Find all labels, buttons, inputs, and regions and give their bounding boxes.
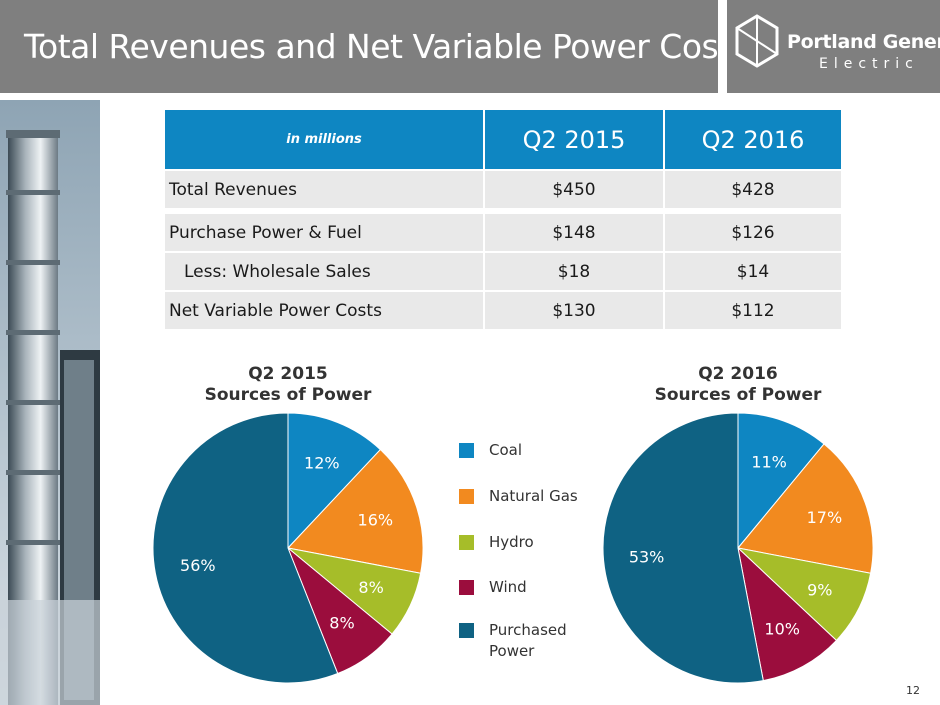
table-row: Net Variable Power Costs $130 $112 — [165, 292, 841, 329]
pie-label-natural-gas: 16% — [358, 511, 394, 530]
table-header: in millions Q2 2015 Q2 2016 — [165, 110, 841, 169]
page-number: 12 — [906, 684, 920, 697]
pie-chart-2015: 12% 16% 8%8% 56% — [152, 412, 424, 684]
header-q2-2016: Q2 2016 — [665, 110, 841, 169]
header-units: in millions — [165, 110, 483, 169]
row-value-2016: $126 — [665, 214, 841, 251]
pie-label-natural-gas: 17% — [807, 508, 843, 527]
pie-label-coal: 11% — [751, 453, 787, 472]
pie-slice-natural-gas — [737, 443, 874, 574]
row-label: Less: Wholesale Sales — [165, 253, 483, 290]
legend-item-coal: Coal — [459, 441, 523, 461]
power-plant-photo — [0, 100, 100, 705]
table-row: Total Revenues $450 $428 — [165, 171, 841, 208]
logo-emblem-icon — [735, 14, 779, 68]
logo-name: Portland General — [787, 31, 940, 53]
pie-slice-purchased-power — [602, 412, 764, 684]
legend-item-wind: Wind — [459, 578, 527, 598]
legend-swatch — [459, 623, 474, 638]
chart-title-2015: Q2 2015 Sources of Power — [168, 364, 408, 406]
legend-swatch — [459, 443, 474, 458]
legend-swatch — [459, 489, 474, 504]
header-q2-2015: Q2 2015 — [485, 110, 663, 169]
row-label: Purchase Power & Fuel — [165, 214, 483, 251]
row-value-2016: $428 — [665, 171, 841, 208]
row-label: Total Revenues — [165, 171, 483, 208]
legend-label: Natural Gas — [489, 487, 578, 505]
pie-slice-coal — [737, 412, 825, 550]
legend-label: Wind — [489, 578, 527, 596]
pie-label-purchased-power: 56% — [180, 556, 216, 575]
table-row: Purchase Power & Fuel $148 $126 — [165, 214, 841, 251]
table-row: Less: Wholesale Sales $18 $14 — [165, 253, 841, 290]
legend-swatch — [459, 535, 474, 550]
slide-title: Total Revenues and Net Variable Power Co… — [24, 27, 748, 66]
chart-title-period: Q2 2016 — [698, 364, 778, 384]
chart-title-period: Q2 2015 — [248, 364, 328, 384]
legend-label: Hydro — [489, 533, 534, 551]
pie-label-hydro: 8% — [358, 578, 383, 597]
logo-subtitle: Electric — [819, 56, 919, 72]
legend-label: Coal — [489, 441, 523, 459]
legend-swatch — [459, 580, 474, 595]
smokestack-illustration — [0, 100, 100, 705]
pie-chart-2016: 11% 17% 9% 10% 53% — [602, 412, 874, 684]
title-bar: Total Revenues and Net Variable Power Co… — [0, 0, 748, 93]
pie-slice-natural-gas — [287, 448, 424, 574]
row-value-2015: $450 — [485, 171, 663, 208]
row-value-2015: $130 — [485, 292, 663, 329]
revenue-table: in millions Q2 2015 Q2 2016 Total Revenu… — [165, 110, 841, 329]
pie-label-hydro: 9% — [807, 581, 832, 600]
chart-title-subtitle: Sources of Power — [654, 385, 822, 405]
row-value-2015: $18 — [485, 253, 663, 290]
pie-label-wind: 10% — [764, 619, 800, 638]
pie-label-coal: 12% — [304, 454, 340, 473]
company-logo: Portland General Electric — [727, 0, 940, 93]
row-value-2016: $112 — [665, 292, 841, 329]
row-value-2016: $14 — [665, 253, 841, 290]
legend-item-natural-gas: Natural Gas — [459, 487, 578, 507]
pie-label-purchased-power: 53% — [629, 548, 665, 567]
legend-label: Purchased Power — [489, 621, 567, 660]
pie-label-wind: 8% — [329, 613, 354, 632]
legend-item-purchased-power: Purchased Power — [459, 621, 579, 662]
chart-title-subtitle: Sources of Power — [204, 385, 372, 405]
pie-slice-coal — [287, 412, 382, 550]
legend-item-hydro: Hydro — [459, 533, 534, 553]
row-value-2015: $148 — [485, 214, 663, 251]
row-label: Net Variable Power Costs — [165, 292, 483, 329]
pie-slice-wind — [737, 546, 838, 682]
chart-title-2016: Q2 2016 Sources of Power — [618, 364, 858, 406]
pie-slice-purchased-power — [152, 412, 339, 684]
